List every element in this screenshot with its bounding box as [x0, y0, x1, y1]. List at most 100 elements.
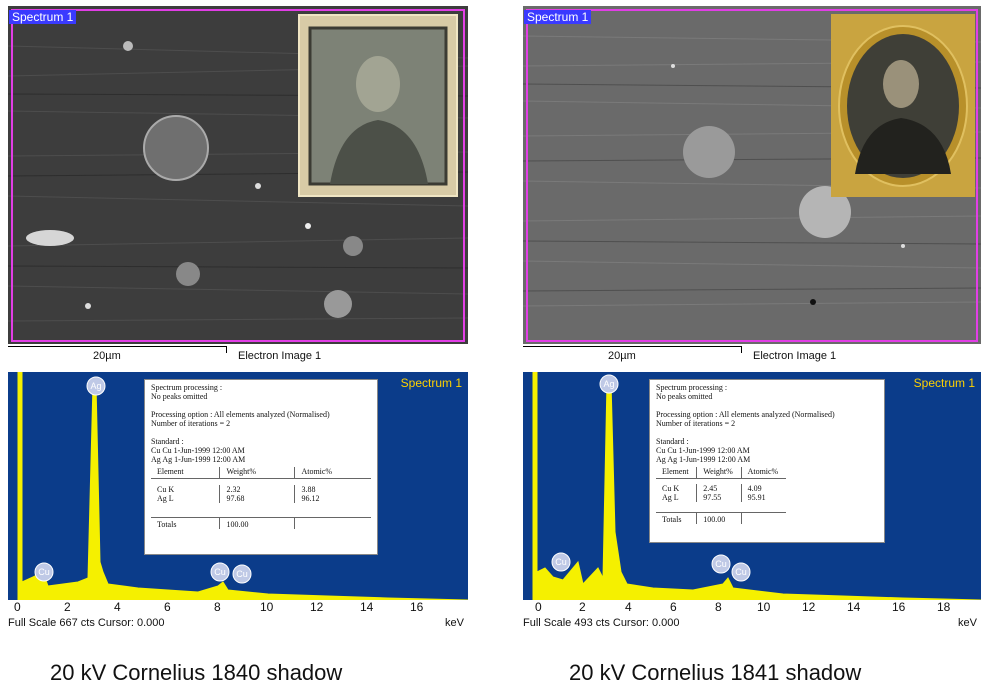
processing-info-box: Spectrum processing : No peaks omitted P…	[144, 379, 378, 555]
peak-label-ag: Ag	[603, 379, 614, 389]
tick-label: 12	[802, 600, 816, 614]
tick-label: 14	[360, 600, 374, 614]
cu-peak-marker	[34, 562, 54, 582]
table-header: Weight%	[219, 467, 296, 479]
portrait-image	[838, 25, 968, 187]
table-row: Ag L 97.55 95.91	[656, 493, 786, 502]
eds-spectrum: Ag Cu Cu Cu Spectrum 1 Spectrum processi…	[8, 372, 468, 600]
tick-label: 14	[847, 600, 861, 614]
tick-label: 6	[670, 600, 677, 614]
processing-info-box: Spectrum processing : No peaks omitted P…	[649, 379, 885, 543]
selection-frame	[11, 9, 465, 342]
info-line: Number of iterations = 2	[151, 419, 231, 428]
axis-unit: keV	[958, 617, 977, 629]
table-row: Ag L 97.68 96.12	[151, 494, 371, 503]
composition-table: Element Weight% Atomic% Cu K 2.32 3.88 A…	[151, 467, 371, 529]
table-header: Element	[151, 467, 221, 479]
info-line: Ag Ag 1-Jun-1999 12:00 AM	[656, 455, 751, 464]
axis-unit: keV	[445, 617, 464, 629]
spectrum-plot: Ag Cu Cu Cu	[17, 372, 468, 600]
ag-peak-marker	[86, 376, 106, 396]
scale-bar: 20µm Electron Image 1	[8, 344, 468, 364]
tick-label: 2	[579, 600, 586, 614]
tick-label: 4	[625, 600, 632, 614]
caption: 20 kV Cornelius 1840 shadow	[50, 660, 343, 685]
info-line: No peaks omitted	[656, 392, 713, 401]
info-line: Cu Cu 1-Jun-1999 12:00 AM	[151, 446, 245, 455]
composition-table: Element Weight% Atomic% Cu K 2.45 4.09 A…	[656, 467, 786, 524]
peak-label-ag: Ag	[90, 381, 101, 391]
table-row: Cu K 2.32 3.88	[151, 485, 371, 494]
tick-label: 8	[715, 600, 722, 614]
table-header: Weight%	[696, 467, 742, 479]
spectrum-title: Spectrum 1	[913, 376, 975, 390]
tick-label: 6	[164, 600, 171, 614]
spectrum-trace	[532, 372, 981, 600]
table-header: Element	[656, 467, 698, 479]
scale-tick	[226, 346, 227, 353]
energy-axis: 0 2 4 6 8 10 12 14 16 18	[523, 600, 981, 634]
status-readout: Full Scale 667 cts Cursor: 0.000	[8, 617, 165, 629]
tick-label: 16	[892, 600, 906, 614]
peak-label-cu: Cu	[715, 559, 727, 569]
tick-label: 8	[214, 600, 221, 614]
table-header: Atomic%	[294, 467, 371, 479]
info-line: Ag Ag 1-Jun-1999 12:00 AM	[151, 455, 246, 464]
scale-line	[8, 346, 226, 347]
info-line: Processing option : All elements analyze…	[656, 410, 835, 419]
scale-tick	[741, 346, 742, 353]
peak-label-cu: Cu	[735, 567, 747, 577]
peak-label-cu: Cu	[236, 569, 248, 579]
tick-label: 0	[14, 600, 21, 614]
tick-label: 2	[64, 600, 71, 614]
table-header: Atomic%	[741, 467, 786, 479]
table-row: Cu K 2.45 4.09	[656, 484, 786, 493]
eds-spectrum: Ag Cu Cu Cu Spectrum 1 Spectrum processi…	[523, 372, 981, 600]
info-line: Standard :	[656, 437, 689, 446]
peak-label-cu: Cu	[38, 567, 50, 577]
status-readout: Full Scale 493 cts Cursor: 0.000	[523, 617, 680, 629]
spectrum-plot: Ag Cu Cu Cu	[532, 372, 981, 600]
totals-row: Totals 100.00	[151, 517, 371, 529]
cu-peak-marker	[731, 562, 751, 582]
image-label: Electron Image 1	[753, 350, 837, 362]
info-line: No peaks omitted	[151, 392, 208, 401]
info-line: Spectrum processing :	[656, 383, 728, 392]
selection-frame	[526, 9, 978, 342]
peak-label-cu: Cu	[214, 567, 226, 577]
info-line: Processing option : All elements analyze…	[151, 410, 330, 419]
scale-bar: 20µm Electron Image 1	[523, 344, 981, 364]
right-panel: Spectrum 1 20µm Electron Image 1	[523, 0, 981, 698]
spectrum-frame-label: Spectrum 1	[9, 10, 77, 24]
scale-text: 20µm	[608, 350, 636, 362]
tick-label: 16	[410, 600, 424, 614]
tick-label: 12	[310, 600, 324, 614]
left-panel: Spectrum 1 20µm Electron Image 1 Ag	[8, 0, 468, 698]
ag-peak-marker	[599, 374, 619, 394]
peak-label-cu: Cu	[555, 557, 567, 567]
tick-label: 18	[937, 600, 951, 614]
info-line: Number of iterations = 2	[656, 419, 736, 428]
cu-peak-marker	[232, 564, 252, 584]
cu-peak-marker	[551, 552, 571, 572]
caption: 20 kV Cornelius 1841 shadow	[569, 660, 862, 685]
info-line: Cu Cu 1-Jun-1999 12:00 AM	[656, 446, 750, 455]
electron-image: Spectrum 1	[8, 6, 468, 344]
scale-line	[523, 346, 741, 347]
portrait-image	[308, 26, 448, 186]
spectrum-title: Spectrum 1	[400, 376, 462, 390]
scale-text: 20µm	[93, 350, 121, 362]
tick-label: 10	[260, 600, 274, 614]
daguerreotype-thumbnail	[298, 14, 458, 197]
info-line: Spectrum processing :	[151, 383, 223, 392]
energy-axis: 0 2 4 6 8 10 12 14 16	[8, 600, 468, 634]
daguerreotype-thumbnail	[831, 14, 975, 197]
tick-label: 10	[757, 600, 771, 614]
cu-peak-marker	[210, 562, 230, 582]
spectrum-frame-label: Spectrum 1	[524, 10, 592, 24]
cu-peak-marker	[711, 554, 731, 574]
electron-image: Spectrum 1	[523, 6, 981, 344]
tick-label: 4	[114, 600, 121, 614]
info-line: Standard :	[151, 437, 184, 446]
tick-label: 0	[535, 600, 542, 614]
